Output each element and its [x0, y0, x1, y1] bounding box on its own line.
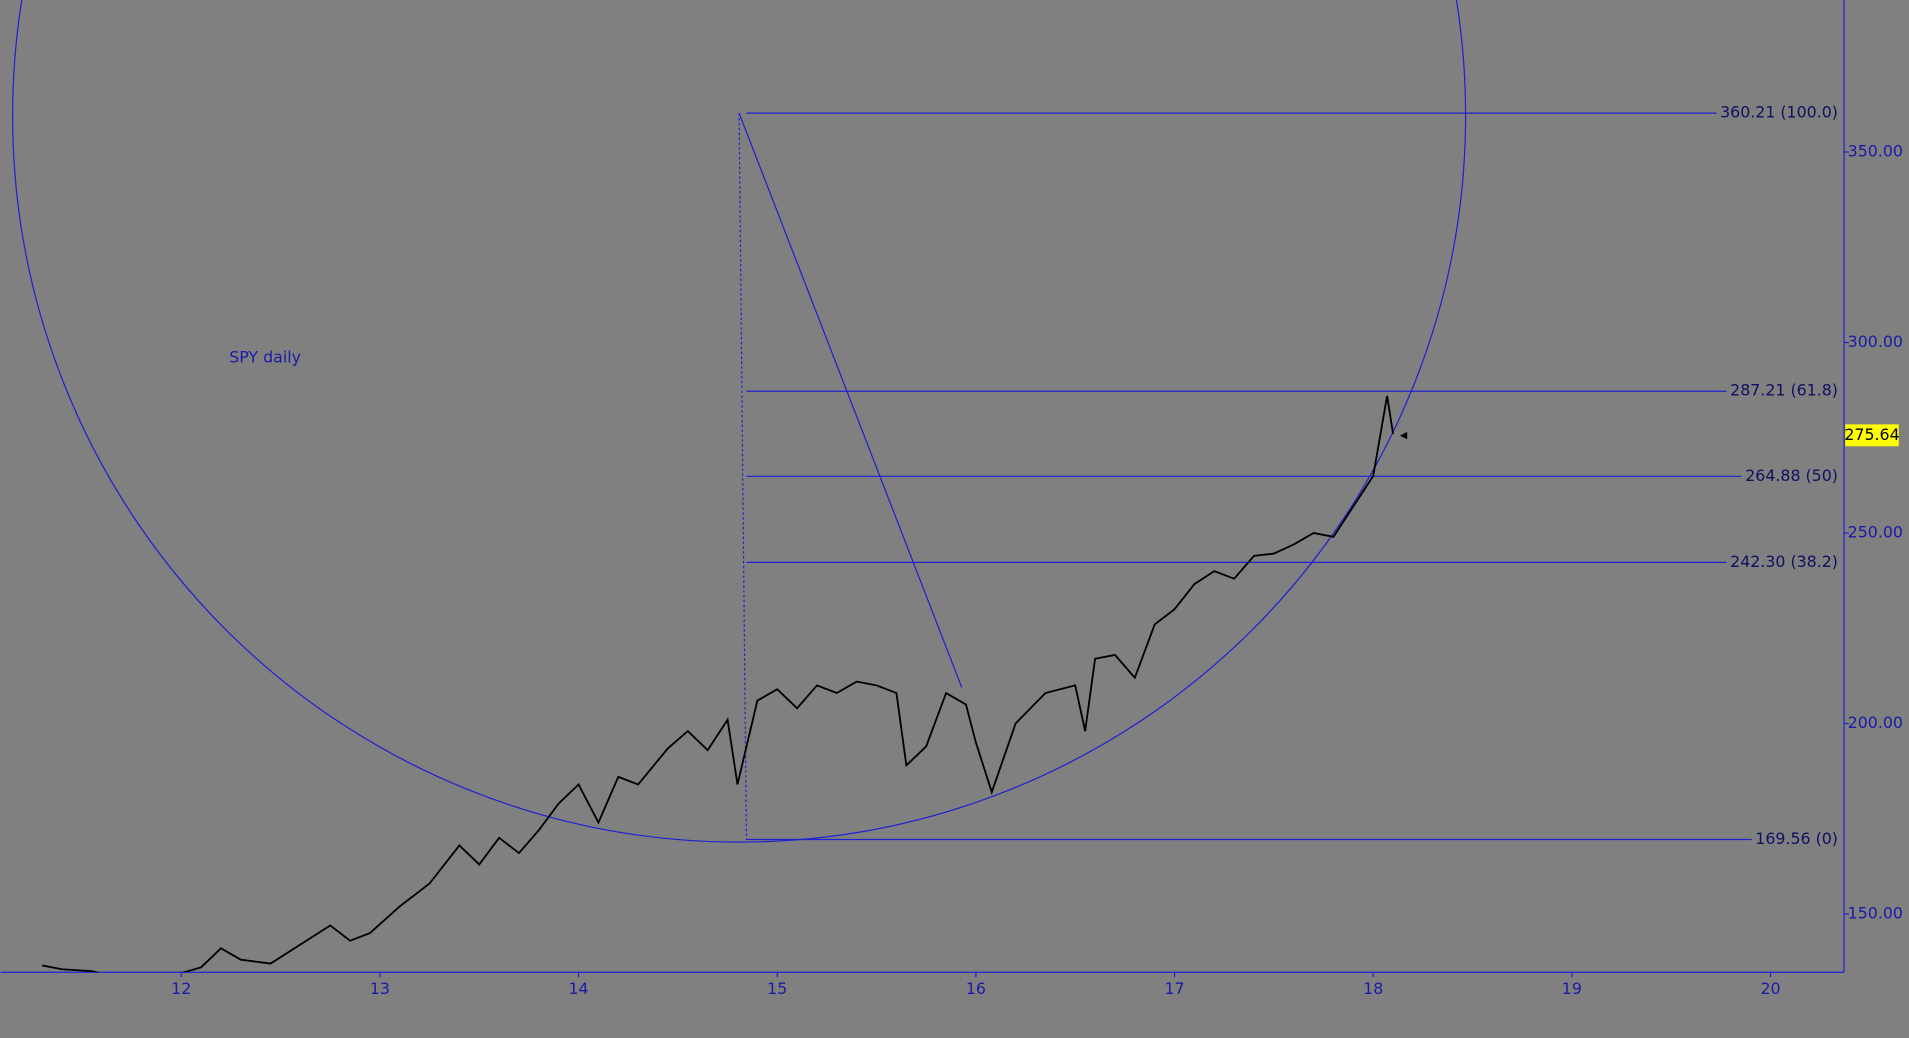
fib-label-bg — [1726, 380, 1838, 400]
fib-label: 360.21 (100.0) — [1720, 103, 1838, 122]
x-tick-label: 12 — [171, 979, 191, 998]
x-tick-label: 13 — [370, 979, 390, 998]
fib-label: 264.88 (50) — [1745, 466, 1838, 485]
fib-label: 242.30 (38.2) — [1730, 552, 1838, 571]
x-tick-label: 16 — [966, 979, 986, 998]
x-tick-label: 19 — [1562, 979, 1582, 998]
cursor — [1399, 431, 1408, 440]
last-price-label: 275.64 — [1844, 425, 1899, 444]
y-tick-label: 300.00 — [1848, 332, 1903, 351]
drawings — [12, 0, 1466, 843]
y-tick-label: 200.00 — [1848, 713, 1903, 732]
x-tick-label: 15 — [767, 979, 787, 998]
chart-title: SPY daily — [229, 347, 301, 366]
x-tick-label: 18 — [1363, 979, 1383, 998]
fib-label-bg — [1741, 465, 1838, 485]
price-series — [42, 395, 1394, 973]
trend-line — [738, 112, 963, 688]
dashed-line — [738, 113, 748, 840]
fib-label: 287.21 (61.8) — [1730, 381, 1838, 400]
y-tick-label: 350.00 — [1848, 142, 1903, 161]
fib-label-bg — [1751, 828, 1838, 848]
x-tick-label: 20 — [1760, 979, 1780, 998]
last-price-box — [1845, 424, 1899, 447]
y-tick-label: 150.00 — [1848, 903, 1903, 922]
x-tick-label: 17 — [1164, 979, 1184, 998]
circle-drawing — [12, 0, 1466, 843]
y-tick-label: 250.00 — [1848, 523, 1903, 542]
fib-label-bg — [1726, 551, 1838, 571]
fib-label-bg — [1716, 102, 1838, 122]
x-tick-label: 14 — [569, 979, 589, 998]
price-line — [42, 395, 1394, 973]
fib-label: 169.56 (0) — [1755, 829, 1838, 848]
